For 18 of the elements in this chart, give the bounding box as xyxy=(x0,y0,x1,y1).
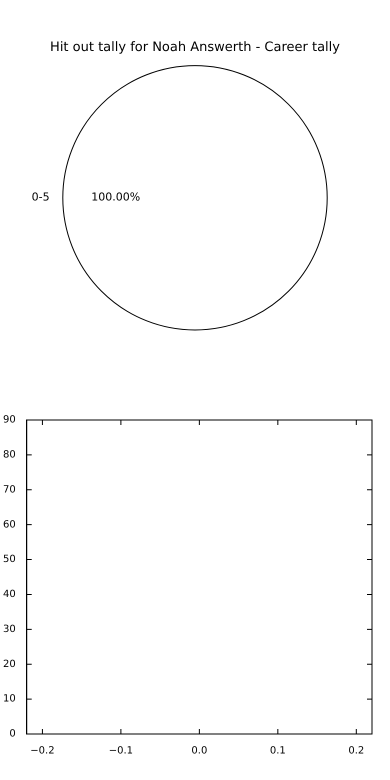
x-tick-label: 0.0 xyxy=(191,746,208,757)
x-tick-label: 0.2 xyxy=(348,746,364,757)
y-tick-label: 40 xyxy=(2,589,16,600)
y-tick-label: 60 xyxy=(2,519,16,530)
y-tick-label: 50 xyxy=(2,554,16,566)
x-tick-label: 0.1 xyxy=(270,746,286,757)
chart-title: Hit out tally for Noah Answerth - Career tally xyxy=(50,40,340,56)
data-label: 100.00% xyxy=(91,190,140,204)
y-tick-label: 90 xyxy=(2,414,16,426)
y-tick-label: 30 xyxy=(2,624,16,635)
x-tick-label: −0.2 xyxy=(30,746,55,757)
y-tick-label: 0 xyxy=(9,728,16,740)
y-tick-label: 10 xyxy=(2,694,16,705)
y-tick-label: 20 xyxy=(2,658,16,670)
slice-label: 0-5 xyxy=(32,190,50,204)
x-tick-label: −0.1 xyxy=(108,746,134,757)
y-tick-label: 80 xyxy=(2,449,16,460)
y-tick-label: 70 xyxy=(2,484,16,496)
